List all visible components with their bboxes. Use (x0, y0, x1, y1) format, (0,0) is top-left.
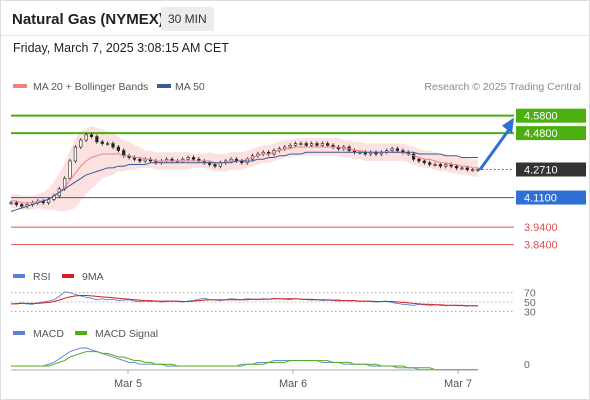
candle-body (326, 143, 330, 146)
macd-panel: MACD MACD Signal 0 (11, 328, 530, 371)
support-label: 3.8400 (524, 240, 558, 252)
time-axis-label: Mar 6 (279, 378, 307, 390)
moving-averages (10, 146, 478, 212)
time-axis-label: Mar 5 (114, 378, 142, 390)
pivot-label: 4.1100 (524, 193, 557, 205)
candle-body (20, 204, 24, 207)
scenario-arrow-shaft (478, 128, 511, 171)
candle-body (95, 136, 99, 143)
resistance-label: 4.4800 (524, 128, 558, 140)
ma20-legend-swatch (13, 84, 27, 88)
candle-body (411, 153, 416, 160)
candle-body (68, 160, 72, 179)
rsi-legend-label: RSI (33, 271, 51, 283)
candle-body (309, 143, 314, 146)
candle-body (304, 143, 308, 146)
rsi-legend-swatch (13, 274, 25, 278)
ma20-legend-label: MA 20 + Bollinger Bands (33, 81, 148, 93)
candle-body (138, 158, 142, 162)
scenario-arrow (478, 117, 514, 171)
current-price-tag (516, 162, 586, 177)
rsi-ma-legend-label: 9MA (82, 271, 104, 283)
rsi-ma-legend-swatch (62, 274, 74, 278)
candle-body (460, 167, 464, 170)
candle-body (9, 202, 13, 205)
pivot-tag (516, 190, 586, 205)
candle-body (111, 143, 115, 148)
candle-body (100, 141, 104, 144)
macd-signal-line (11, 351, 478, 371)
time-axis-label: Mar 7 (444, 378, 472, 390)
candle-body (417, 158, 421, 162)
candle-body (106, 143, 110, 145)
ma50-legend-swatch (157, 84, 171, 88)
candle-body (471, 169, 475, 171)
candle-body (315, 143, 319, 146)
rsi-line (10, 291, 479, 307)
candle-body (73, 146, 78, 162)
candle-body (213, 164, 217, 167)
candle-body (288, 144, 292, 148)
scenario-arrow-head (502, 117, 514, 134)
candle-body (390, 148, 394, 151)
candle-body (116, 146, 120, 151)
rsi-level-label: 30 (524, 306, 536, 318)
candle-body (14, 202, 18, 205)
candle-body (320, 143, 324, 146)
timestamp: Friday, March 7, 2025 3:08:15 AM CET (13, 41, 229, 55)
chart-header: Natural Gas (NYMEX) 30 MIN (0, 0, 590, 36)
candle-body (433, 164, 437, 166)
time-axis: Mar 5 Mar 6 Mar 7 (11, 369, 478, 390)
ma50-line (10, 151, 478, 212)
resistance-label: 4.5800 (524, 111, 558, 123)
candle-body (476, 169, 480, 171)
candle-body (454, 165, 459, 169)
candle-body (299, 143, 303, 145)
candle-body (218, 162, 222, 167)
macd-signal-legend-label: MACD Signal (95, 328, 158, 340)
macd-legend-label: MACD (33, 328, 64, 340)
macd-zero-label: 0 (524, 359, 530, 371)
candle-body (422, 160, 426, 164)
bollinger-band-area (11, 126, 478, 212)
candle-body (428, 162, 432, 165)
macd-legend-swatch (13, 331, 25, 335)
instrument-title: Natural Gas (NYMEX) (12, 11, 164, 28)
support-label: 3.9400 (524, 222, 558, 234)
candle-body (465, 167, 469, 170)
candle-body (395, 148, 400, 151)
candle-body (444, 164, 448, 167)
ma50-legend-label: MA 50 (175, 81, 205, 93)
chart-legend: MA 20 + Bollinger Bands MA 50 Research ©… (13, 81, 581, 93)
candle-body (191, 157, 196, 160)
macd-signal-legend-swatch (75, 331, 87, 335)
level-lines: 4.5800 4.4800 4.2710 4.1100 3.9400 3.8400 (11, 108, 586, 252)
candle-body (84, 134, 88, 141)
candle-body (89, 134, 94, 137)
candle-body (438, 164, 443, 167)
candle-body (79, 139, 83, 148)
rsi-level-label: 50 (524, 297, 536, 309)
bollinger-bands (11, 126, 478, 212)
current-price-label: 4.2710 (524, 165, 558, 177)
rsi-level-label: 70 (524, 288, 536, 300)
timeframe-button[interactable]: 30 MIN (161, 7, 214, 31)
resistance-tag (516, 126, 586, 141)
macd-line (11, 347, 478, 371)
resistance-tag (516, 108, 586, 123)
candle-body (293, 143, 298, 146)
rsi-ma-line (11, 295, 478, 307)
candle-body (186, 157, 190, 160)
copyright-text: Research © 2025 Trading Central (424, 81, 581, 93)
